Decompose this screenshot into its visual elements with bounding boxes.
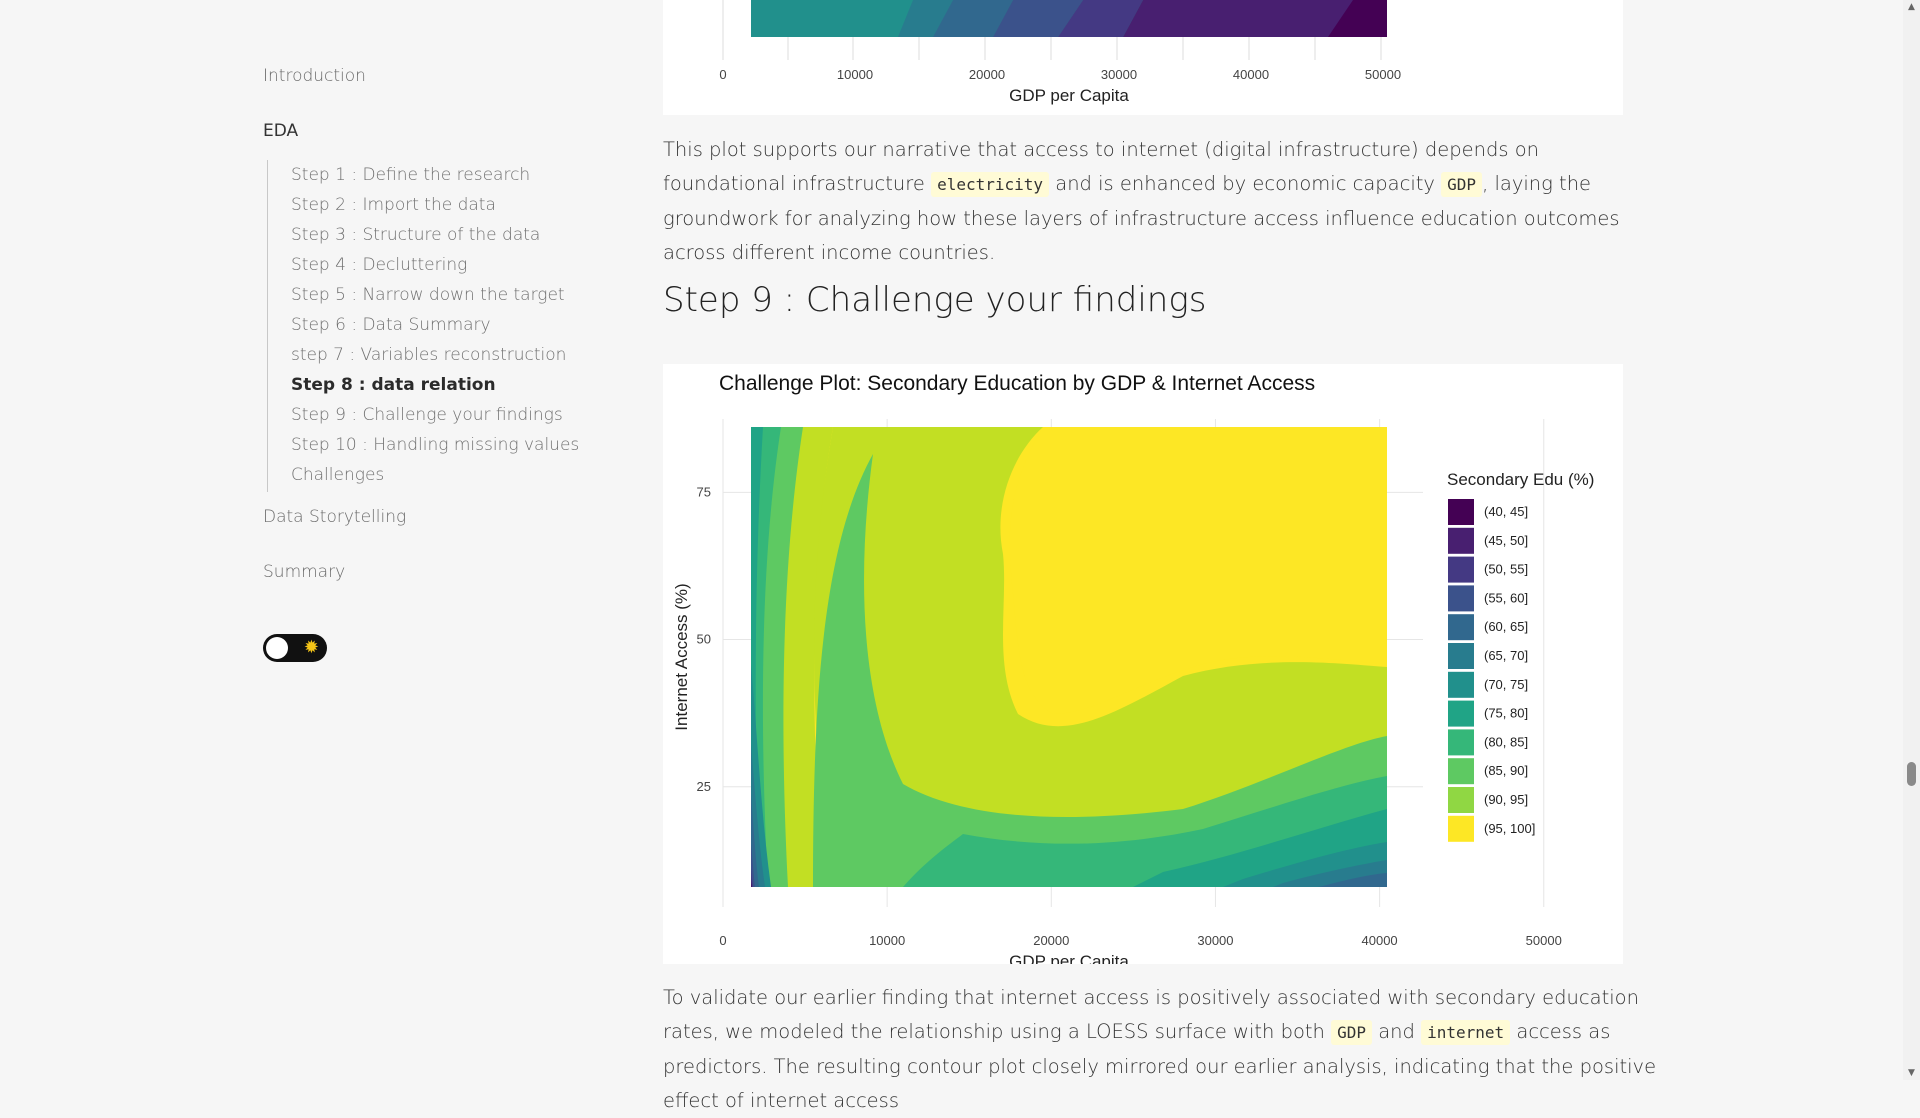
eda-substeps: Step 1 : Define the research Step 2 : Im…: [267, 160, 588, 492]
code-electricity: electricity: [931, 172, 1050, 197]
x-axis-label: GDP per Capita: [1009, 952, 1129, 964]
top-x-label: GDP per Capita: [1009, 86, 1129, 105]
nav-step-9[interactable]: Step 9 : Challenge your findings: [291, 405, 563, 425]
para1-text-1: This plot supports our narrative that ac…: [663, 138, 1539, 195]
paragraph-2: To validate our earlier finding that int…: [663, 981, 1663, 1118]
legend-swatch: [1448, 671, 1474, 698]
scroll-down-icon[interactable]: ▼: [1908, 1068, 1915, 1078]
nav-step-5[interactable]: Step 5 : Narrow down the target: [291, 285, 565, 305]
y-tick-label: 50: [697, 632, 711, 647]
x-tick-label: 10000: [869, 933, 905, 948]
scroll-up-icon[interactable]: ▲: [1908, 2, 1915, 12]
para2-text-2: and: [1378, 1020, 1415, 1043]
scrollbar-thumb[interactable]: [1907, 762, 1916, 786]
chart-title: Challenge Plot: Secondary Education by G…: [719, 372, 1315, 395]
legend-swatch: [1448, 758, 1474, 785]
top-x-tick: 30000: [1101, 67, 1137, 82]
legend-swatch: [1448, 499, 1474, 525]
challenge-plot: Challenge Plot: Secondary Education by G…: [663, 364, 1623, 971]
top-x-tick: 10000: [837, 67, 873, 82]
legend-label: (65, 70]: [1484, 648, 1528, 663]
contour-band: [1009, 427, 1387, 714]
previous-plot-svg: 0 10000 20000 30000 40000 50000 GDP per …: [719, 0, 1401, 105]
nav-summary[interactable]: Summary: [263, 562, 346, 582]
code-gdp: GDP: [1441, 172, 1483, 197]
nav-challenges[interactable]: Challenges: [291, 465, 385, 485]
challenge-plot-svg: Challenge Plot: Secondary Education by G…: [672, 372, 1594, 971]
legend-label: (50, 55]: [1484, 562, 1528, 577]
contour-band: [751, 844, 755, 887]
nav-step-2[interactable]: Step 2 : Import the data: [291, 195, 496, 215]
legend-label: (85, 90]: [1484, 763, 1528, 778]
contour-band: [1318, 873, 1387, 887]
para2-text-1: To validate our earlier finding that int…: [663, 986, 1639, 1043]
legend-label: (95, 100]: [1484, 821, 1535, 836]
x-tick-label: 40000: [1362, 933, 1398, 948]
nav-step-1[interactable]: Step 1 : Define the research: [291, 165, 531, 185]
nav-step-7[interactable]: step 7 : Variables reconstruction: [291, 345, 567, 365]
legend-label: (90, 95]: [1484, 792, 1528, 807]
legend-label: (60, 65]: [1484, 619, 1528, 634]
legend-label: (45, 50]: [1484, 533, 1528, 548]
legend-swatch: [1448, 643, 1474, 669]
x-tick-label: 20000: [1033, 933, 1069, 948]
nav-eda[interactable]: EDA: [263, 121, 299, 141]
legend-label: (80, 85]: [1484, 734, 1528, 749]
section-heading: Step 9 : Challenge your findings: [663, 280, 1207, 320]
legend-swatch: [1448, 700, 1474, 727]
nav-step-4[interactable]: Step 4 : Decluttering: [291, 255, 468, 275]
nav-step-6[interactable]: Step 6 : Data Summary: [291, 315, 491, 335]
y-tick-label: 75: [697, 484, 711, 499]
toggle-knob: [266, 637, 288, 659]
legend-swatch: [1448, 527, 1474, 554]
legend-swatch: [1448, 556, 1474, 583]
code-internet: internet: [1421, 1020, 1511, 1045]
contour-band: [751, 883, 752, 887]
legend-swatch: [1448, 729, 1474, 756]
top-x-tick: 20000: [969, 67, 1005, 82]
legend-swatch: [1448, 585, 1474, 612]
legend-label: (70, 75]: [1484, 677, 1528, 692]
top-x-tick: 40000: [1233, 67, 1269, 82]
contour-band: [751, 869, 753, 887]
nav-step-10[interactable]: Step 10 : Handling missing values: [291, 435, 580, 455]
legend-swatch: [1448, 815, 1474, 842]
x-tick-label: 30000: [1197, 933, 1233, 948]
legend-swatch: [1448, 787, 1474, 813]
paragraph-1: This plot supports our narrative that ac…: [663, 133, 1663, 270]
para1-text-3: , laying the groundwork for analyzing ho…: [663, 172, 1620, 264]
legend-title: Secondary Edu (%): [1447, 470, 1594, 489]
nav-introduction[interactable]: Introduction: [263, 66, 366, 86]
y-tick-label: 25: [697, 779, 711, 794]
legend: Secondary Edu (%) (40, 45] (45, 50] (50, 55…: [1447, 470, 1594, 842]
nav-step-8[interactable]: Step 8 : data relation: [291, 375, 496, 395]
top-x-tick: 50000: [1365, 67, 1401, 82]
top-x-tick: 0: [719, 67, 726, 82]
y-axis-label: Internet Access (%): [672, 583, 691, 730]
legend-label: (55, 60]: [1484, 590, 1528, 605]
para1-text-2: and is enhanced by economic capacity: [1055, 172, 1435, 195]
x-tick-label: 0: [719, 933, 726, 948]
legend-label: (75, 80]: [1484, 706, 1528, 721]
x-tick-label: 50000: [1526, 933, 1562, 948]
legend-label: (40, 45]: [1484, 504, 1528, 519]
contour-surface: [751, 427, 1387, 887]
code-gdp: GDP: [1331, 1020, 1373, 1045]
scrollbar[interactable]: ▲ ▼: [1903, 0, 1920, 1080]
nav-data-storytelling[interactable]: Data Storytelling: [263, 507, 407, 527]
nav-step-3[interactable]: Step 3 : Structure of the data: [291, 225, 541, 245]
legend-swatch: [1448, 614, 1474, 641]
sun-icon: ✹: [303, 637, 319, 658]
previous-plot: 0 10000 20000 30000 40000 50000 GDP per …: [663, 0, 1623, 115]
contour-band: [814, 427, 1387, 887]
contour-band: [751, 794, 759, 887]
theme-toggle[interactable]: ✹: [263, 634, 327, 662]
